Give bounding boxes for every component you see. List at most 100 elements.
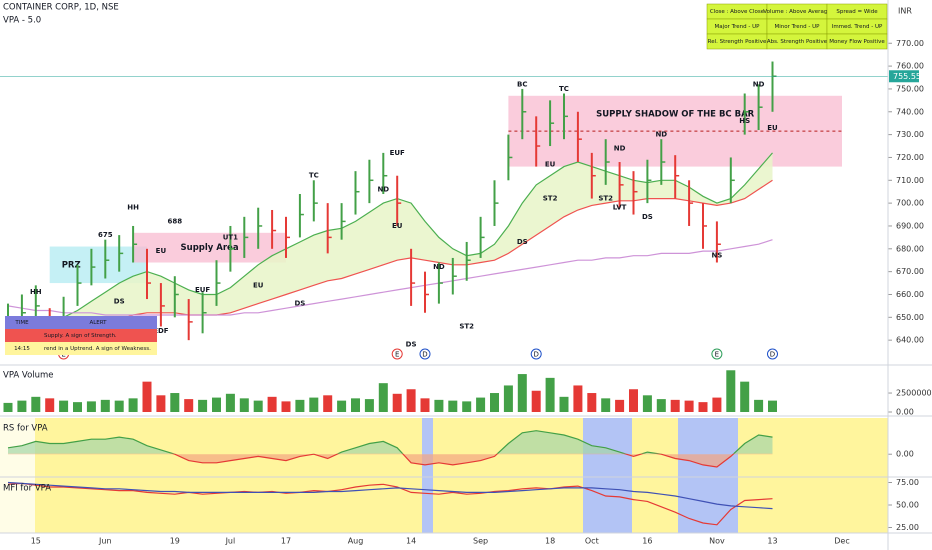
volume-bar xyxy=(114,400,124,412)
event-marker xyxy=(391,348,403,360)
volume-bar xyxy=(267,396,277,412)
event-marker xyxy=(530,348,542,360)
volume-bar xyxy=(392,393,402,412)
annotation: EDF xyxy=(153,327,169,335)
volume-bar xyxy=(86,401,96,412)
volume-bar xyxy=(212,397,221,412)
volume-bar xyxy=(754,399,764,412)
annotation: ND xyxy=(614,144,626,152)
alert-header xyxy=(5,316,157,329)
x-tick-label: Sep xyxy=(473,537,488,546)
x-tick-label: 13 xyxy=(767,537,777,546)
annotation: DS xyxy=(406,341,417,349)
rs-area xyxy=(8,430,773,454)
annotation: EUF xyxy=(390,149,405,157)
annotation: ND xyxy=(377,185,389,193)
chart-title: CONTAINER CORP, 1D, NSE xyxy=(3,3,119,13)
event-label: D xyxy=(422,351,427,359)
y-tick-label: 740.00 xyxy=(896,107,924,116)
volume-bar xyxy=(490,393,499,412)
rs-line xyxy=(7,430,773,454)
y-tick-label: 690.00 xyxy=(896,221,924,230)
volume-bar xyxy=(698,402,708,412)
volume-bar xyxy=(184,399,194,412)
x-tick-label: Oct xyxy=(585,537,599,546)
pane-band xyxy=(678,418,738,533)
volume-bar xyxy=(295,399,305,412)
annotation: TC xyxy=(559,85,569,93)
volume-bar xyxy=(3,402,13,412)
volume-bar xyxy=(420,398,430,412)
event-marker xyxy=(767,348,778,360)
annotation: ST2 xyxy=(598,195,613,203)
y-tick-label: 760.00 xyxy=(896,62,924,71)
annotation: ND xyxy=(753,80,765,88)
alert-table: TIME ALERT Supply. A sign of Strength. 14:1… xyxy=(5,316,157,355)
annotation: EU xyxy=(767,124,778,132)
volume-bar xyxy=(309,397,319,412)
volume-bar xyxy=(448,400,458,412)
volume-bar xyxy=(31,396,41,412)
alert-text: 14:15 xyxy=(14,346,30,352)
y-tick-label: 660.00 xyxy=(896,290,924,299)
volume-bar xyxy=(253,400,263,412)
x-tick-label: 17 xyxy=(281,537,291,546)
volume-bar xyxy=(142,381,152,412)
volume-bar xyxy=(225,393,235,412)
volume-bar xyxy=(100,399,110,412)
y-tick-label: 710.00 xyxy=(896,176,924,185)
x-tick-label: Jul xyxy=(225,537,236,546)
annotation: ST2 xyxy=(459,322,474,330)
annotation: 688 xyxy=(167,217,182,225)
volume-bar xyxy=(601,398,611,412)
volume-bar xyxy=(629,389,638,412)
zone-label: PRZ xyxy=(62,260,81,270)
zone-label: SUPPLY SHADOW OF THE BC BAR xyxy=(596,110,755,120)
annotation: DS xyxy=(294,300,305,308)
annotation: UT1 xyxy=(223,233,238,241)
y-tick-label: 25.00 xyxy=(896,523,919,532)
alert-header-text: TIME xyxy=(14,320,29,326)
volume-bar xyxy=(726,370,736,412)
ma-band xyxy=(8,152,773,341)
event-label: E xyxy=(715,351,719,359)
x-tick-label: 14 xyxy=(406,537,416,546)
annotation: HS xyxy=(739,117,750,125)
pane-band xyxy=(422,418,433,533)
x-tick-label: Dec xyxy=(834,537,849,546)
annotation: HH xyxy=(127,204,139,212)
y-tick-label: 650.00 xyxy=(896,313,924,322)
alert-text: Supply. A sign of Strength. xyxy=(44,333,117,339)
annotation: EU xyxy=(156,247,167,255)
y-tick-label: 0.00 xyxy=(896,408,914,417)
volume-bar xyxy=(587,393,597,412)
info-table: Close : Above Close Volume : Above Averag… xyxy=(706,3,888,50)
volume-bar xyxy=(378,383,388,412)
annotation: DS xyxy=(114,297,125,305)
volume-bar xyxy=(517,374,527,412)
zone xyxy=(133,232,286,263)
y-tick-label: 730.00 xyxy=(896,130,924,139)
volume-bar xyxy=(545,377,555,412)
volume-bar xyxy=(73,402,82,412)
zone-label: Supply Area xyxy=(181,243,239,253)
y-tick-label: 75.00 xyxy=(896,478,919,487)
info-text: Immed. Trend - UP xyxy=(832,24,883,30)
y-tick-label: 2500000.00 xyxy=(896,389,932,398)
volume-bar xyxy=(712,397,722,412)
volume-bar xyxy=(503,385,513,412)
x-tick-label: 19 xyxy=(170,537,180,546)
event-label: D xyxy=(534,351,539,359)
volume-bar xyxy=(615,399,625,412)
info-text: Spread = Wide xyxy=(836,9,878,15)
annotation: EUF xyxy=(195,286,210,294)
volume-bar xyxy=(684,400,694,412)
volume-bar xyxy=(559,396,569,412)
info-text: Abs. Strength Positive xyxy=(767,39,828,45)
x-tick-label: 18 xyxy=(545,537,555,546)
pane-title: MFI for VPA xyxy=(3,484,51,494)
x-tick-label: 15 xyxy=(31,537,41,546)
annotation: 675 xyxy=(98,231,113,239)
alert-row xyxy=(5,329,157,342)
